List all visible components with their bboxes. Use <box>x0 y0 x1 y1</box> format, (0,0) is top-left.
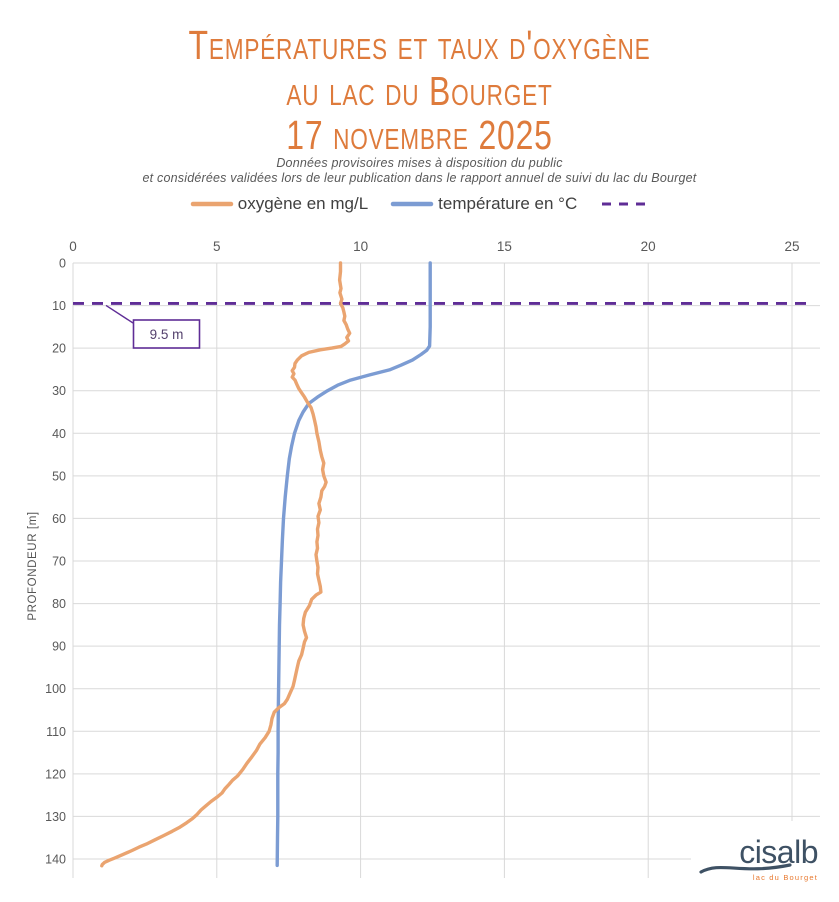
svg-text:140: 140 <box>45 852 66 866</box>
y-axis-title: PROFONDEUR [m] <box>27 511 39 620</box>
svg-text:90: 90 <box>52 640 66 654</box>
svg-text:40: 40 <box>52 427 66 441</box>
legend-label: oxygène en mg/L <box>237 194 369 213</box>
svg-text:120: 120 <box>45 767 66 781</box>
svg-text:100: 100 <box>45 682 66 696</box>
chart-subtitle-line2: et considérées validées lors de leur pub… <box>142 171 697 185</box>
svg-text:20: 20 <box>641 239 656 254</box>
legend-item: température en °C <box>390 194 577 214</box>
svg-text:110: 110 <box>46 725 66 739</box>
svg-text:0: 0 <box>69 239 77 254</box>
chart-legend: oxygène en mg/L température en °C <box>0 191 839 217</box>
svg-text:15: 15 <box>497 239 512 254</box>
svg-text:130: 130 <box>45 810 66 824</box>
legend-item: oxygène en mg/L <box>190 194 368 214</box>
series-line-oxygen <box>100 261 352 868</box>
annotation-label: 9.5 m <box>150 327 184 342</box>
chart-title-line3: 17 novembre 2025 <box>286 112 553 158</box>
annotation-leader-line <box>105 304 134 324</box>
wave-icon <box>699 863 792 874</box>
svg-text:10: 10 <box>353 239 368 254</box>
svg-text:60: 60 <box>52 512 66 526</box>
svg-text:25: 25 <box>784 239 799 254</box>
svg-text:20: 20 <box>52 342 66 356</box>
svg-text:0: 0 <box>59 257 66 271</box>
cisalb-logo-text: cisalb <box>739 834 818 870</box>
svg-text:10: 10 <box>52 299 66 313</box>
annotation-box <box>132 319 201 349</box>
svg-text:80: 80 <box>52 597 66 611</box>
chart-title-line2: au lac du Bourget <box>286 68 553 114</box>
legend-label: température en °C <box>438 194 578 213</box>
chart-title-line1: Températures et taux d'oxygène <box>188 22 651 68</box>
gridlines <box>72 262 820 878</box>
svg-text:50: 50 <box>52 469 66 483</box>
chart-subtitle-line1: Données provisoires mises à disposition … <box>276 156 563 170</box>
legend-line-swatch <box>602 202 647 206</box>
svg-text:70: 70 <box>52 554 66 568</box>
cisalb-logo: cisalb lac du Bourget <box>691 821 831 889</box>
cisalb-logo-tagline: lac du Bourget <box>752 873 818 882</box>
series-line-temperature <box>275 261 432 868</box>
legend-line-swatch <box>390 201 434 207</box>
y-axis-tick-labels: 0 10 20 30 40 50 60 70 80 90 100 110 120 130 140 <box>45 257 66 867</box>
svg-text:5: 5 <box>213 239 221 254</box>
legend-item <box>599 200 649 208</box>
svg-text:30: 30 <box>52 384 66 398</box>
x-axis-tick-labels: 0 5 10 15 20 25 <box>69 239 799 254</box>
legend-line-swatch <box>190 201 233 207</box>
